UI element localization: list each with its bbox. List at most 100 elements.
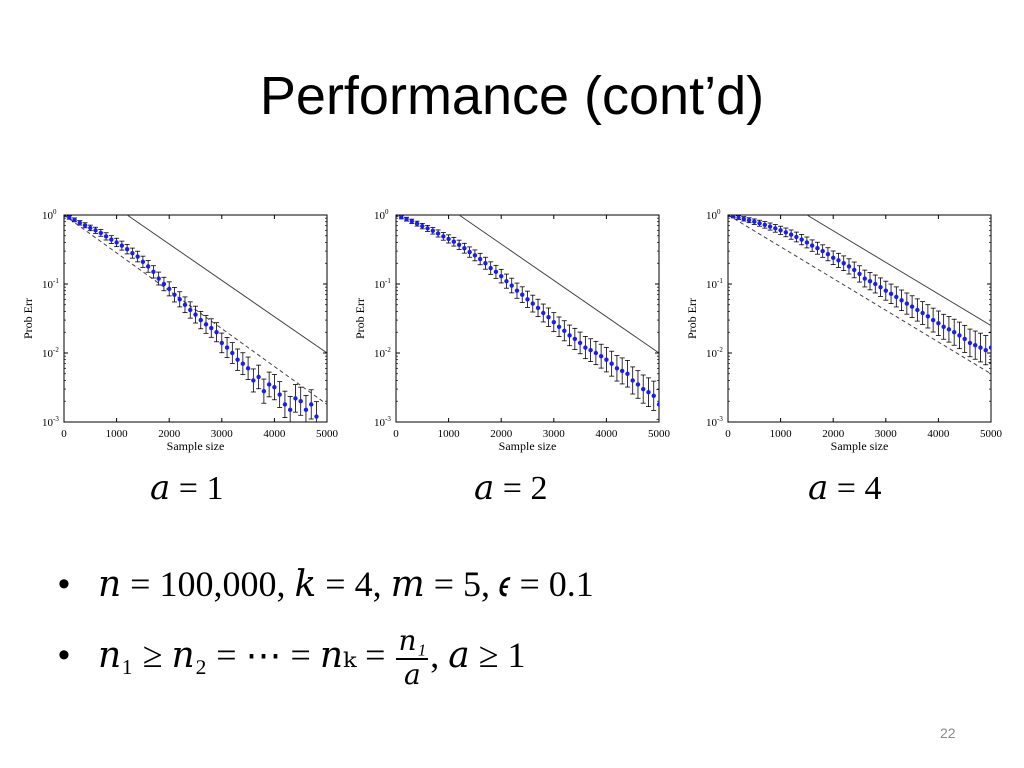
data-point: [893, 286, 899, 308]
x-tick-label: 0: [61, 428, 67, 440]
x-axis-label: Sample size: [499, 439, 557, 453]
data-point: [203, 314, 209, 334]
data-point: [899, 289, 905, 312]
data-point: [825, 247, 831, 262]
data-point: [846, 258, 852, 275]
data-point: [129, 247, 135, 259]
data-point: [977, 332, 983, 363]
bullet-params-text: 𝑛 = 100,000, 𝑘 = 4, 𝑚 = 5, 𝜖 = 0.1: [98, 564, 594, 604]
data-point: [603, 347, 609, 373]
data-point: [493, 264, 499, 279]
data-point: [577, 331, 583, 355]
x-tick-label: 0: [393, 428, 399, 440]
data-point: [757, 219, 763, 227]
data-point: [114, 237, 120, 248]
data-point: [419, 222, 425, 230]
data-point: [187, 301, 193, 319]
data-point: [728, 215, 731, 218]
x-tick-label: 4000: [927, 428, 950, 440]
chart-svg: 0 1000 2000 3000 4000 5000 10-3 10-2 10-1 100 Samp…: [685, 208, 1003, 453]
data-point: [282, 390, 288, 418]
plot-area: [396, 215, 659, 420]
data-point: [635, 370, 641, 399]
data-point: [482, 256, 488, 270]
data-point: [519, 286, 525, 303]
y-axis-label: Prob Err: [353, 298, 367, 339]
data-point: [208, 318, 214, 338]
data-point: [809, 239, 815, 252]
data-point: [814, 241, 820, 255]
x-tick-label: 2000: [822, 428, 845, 440]
data-point: [540, 303, 546, 323]
data-point: [867, 272, 873, 291]
data-point: [271, 374, 277, 401]
plot-area: [64, 215, 327, 422]
data-point: [166, 281, 172, 297]
data-point: [214, 322, 220, 343]
data-point: [741, 216, 747, 222]
x-tick-label: 3000: [875, 428, 898, 440]
data-point: [82, 222, 88, 229]
chart-a4: 0 1000 2000 3000 4000 5000 10-3 10-2 10-1 100 Samp…: [684, 198, 1016, 454]
data-point: [598, 343, 604, 369]
data-point: [546, 307, 552, 327]
data-point: [624, 360, 630, 388]
data-point: [651, 380, 657, 411]
data-point: [609, 350, 615, 377]
data-point: [793, 231, 799, 243]
y-tick-label: 10-1: [706, 277, 723, 291]
data-point: [640, 374, 646, 404]
y-tick-label: 10-1: [42, 277, 59, 291]
y-tick-label: 10-3: [42, 415, 59, 429]
data-point: [862, 269, 868, 288]
data-point: [93, 226, 99, 234]
data-point: [308, 389, 314, 420]
x-tick-label: 2000: [490, 428, 513, 440]
data-point: [567, 324, 573, 347]
data-point: [446, 234, 452, 244]
reference-line-solid: [126, 215, 327, 354]
data-point: [736, 215, 742, 220]
slide-title: Performance (cont’d): [259, 66, 765, 126]
data-point: [920, 301, 926, 325]
data-point: [103, 232, 109, 241]
plot-area: [728, 215, 991, 375]
data-point: [930, 307, 936, 333]
data-point: [951, 318, 957, 346]
plot-frame: [727, 214, 992, 423]
x-tick-label: 5000: [980, 428, 1003, 440]
data-point: [588, 338, 594, 362]
data-point: [872, 274, 878, 294]
data-point: [182, 296, 188, 314]
data-point: [972, 330, 978, 360]
data-point: [656, 389, 659, 420]
y-tick-label: 100: [706, 208, 721, 222]
data-point: [582, 336, 588, 360]
data-point: [746, 217, 752, 224]
data-point: [451, 236, 457, 247]
data-point: [525, 290, 530, 308]
data-point: [398, 215, 404, 220]
data-point: [630, 366, 636, 395]
y-axis-label: Prob Err: [21, 298, 35, 339]
y-tick-label: 10-2: [706, 346, 723, 360]
x-tick-label: 5000: [316, 428, 339, 440]
data-point: [256, 364, 262, 390]
data-point: [909, 295, 915, 318]
data-point: [888, 283, 894, 305]
bullet-params: 𝑛 = 100,000, 𝑘 = 4, 𝑚 = 5, 𝜖 = 0.1: [58, 554, 594, 614]
data-point: [883, 280, 889, 301]
data-point: [64, 215, 67, 218]
data-point: [229, 342, 235, 364]
data-point: [292, 384, 298, 413]
data-point: [261, 378, 267, 404]
data-point: [751, 218, 757, 225]
chart-a1: 0 1000 2000 3000 4000 5000 10-3 10-2 10-1 100 Samp…: [20, 198, 352, 454]
data-point: [250, 368, 256, 393]
bullet-relation-rhs: , 𝑎 ≥ 1: [430, 635, 526, 675]
data-point: [177, 291, 183, 308]
page-number: 22: [940, 725, 956, 741]
x-tick-label: 4000: [263, 428, 286, 440]
data-point: [941, 313, 947, 340]
data-point: [572, 327, 578, 350]
